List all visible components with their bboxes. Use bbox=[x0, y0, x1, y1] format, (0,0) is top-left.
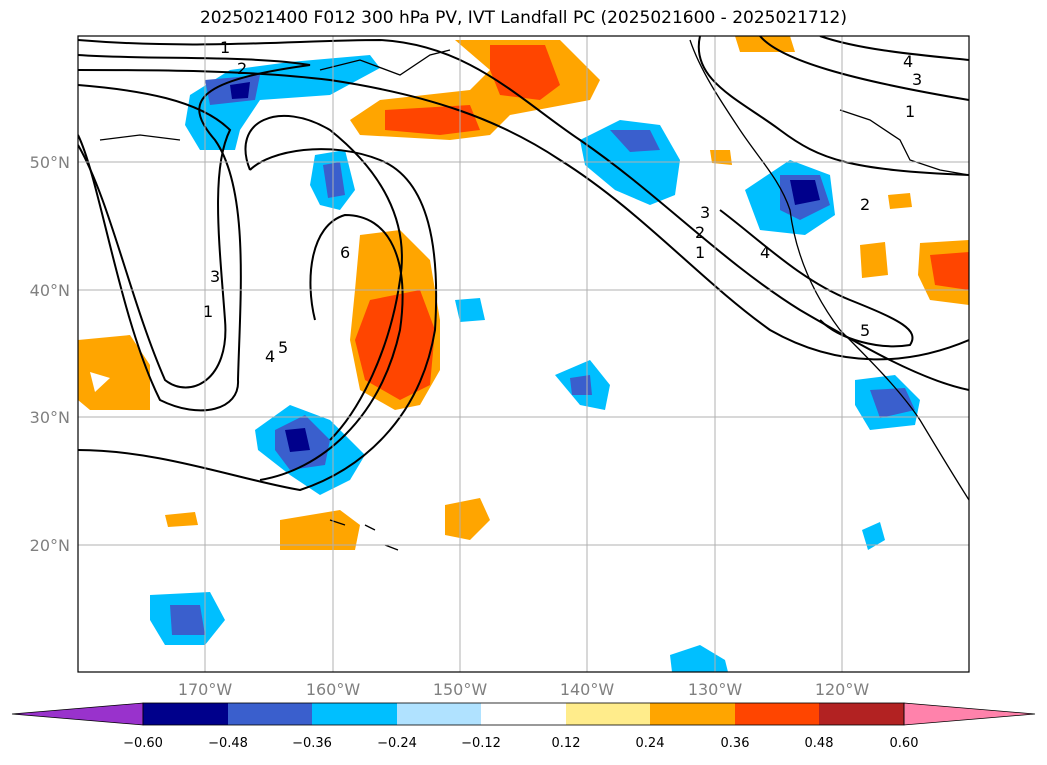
contour-label: 1 bbox=[905, 102, 915, 121]
colorbar-tick: 0.48 bbox=[804, 736, 834, 751]
contour-label: 5 bbox=[278, 338, 288, 357]
lon-label: 130°W bbox=[687, 680, 743, 699]
lon-label: 150°W bbox=[432, 680, 488, 699]
contour-label: 1 bbox=[695, 243, 705, 262]
colorbar-tick: −0.48 bbox=[208, 736, 248, 751]
colorbar-tick: −0.24 bbox=[377, 736, 417, 751]
contour-label: 3 bbox=[210, 267, 220, 286]
map-frame bbox=[77, 35, 970, 673]
pv-contours bbox=[78, 36, 969, 492]
contour-label: 5 bbox=[860, 321, 870, 340]
contour-labels: 1 2 3 1 4 5 6 3 2 1 4 2 1 3 4 5 bbox=[203, 38, 922, 366]
contour-label: 2 bbox=[860, 195, 870, 214]
colorbar-tick: −0.60 bbox=[123, 736, 163, 751]
contour-label: 4 bbox=[760, 243, 770, 262]
lat-label: 30°N bbox=[29, 408, 70, 427]
lon-label: 160°W bbox=[305, 680, 361, 699]
contour-label: 2 bbox=[237, 59, 247, 78]
lon-label: 170°W bbox=[177, 680, 233, 699]
colorbar-tick: 0.60 bbox=[889, 736, 919, 751]
colorbar-tick: 0.12 bbox=[551, 736, 581, 751]
contour-label: 4 bbox=[903, 52, 913, 71]
colorbar-tick: 0.36 bbox=[720, 736, 750, 751]
lat-label: 20°N bbox=[29, 536, 70, 555]
lat-label: 50°N bbox=[29, 153, 70, 172]
coastlines bbox=[99, 39, 969, 551]
pc-shading bbox=[78, 36, 969, 672]
contour-label: 1 bbox=[203, 302, 213, 321]
lon-label: 140°W bbox=[559, 680, 615, 699]
colorbar-tick: 0.24 bbox=[635, 736, 665, 751]
lat-label: 40°N bbox=[29, 281, 70, 300]
contour-label: 6 bbox=[340, 243, 350, 262]
contour-label: 3 bbox=[912, 70, 922, 89]
colorbar-tick: −0.12 bbox=[461, 736, 501, 751]
contour-label: 1 bbox=[220, 38, 230, 57]
lon-label: 120°W bbox=[814, 680, 870, 699]
contour-label: 3 bbox=[700, 203, 710, 222]
gridlines bbox=[78, 36, 969, 672]
map-title: 2025021400 F012 300 hPa PV, IVT Landfall… bbox=[199, 8, 847, 28]
colorbar bbox=[11, 702, 1036, 726]
contour-label: 2 bbox=[695, 223, 705, 242]
colorbar-tick: −0.36 bbox=[292, 736, 332, 751]
contour-label: 4 bbox=[265, 347, 275, 366]
